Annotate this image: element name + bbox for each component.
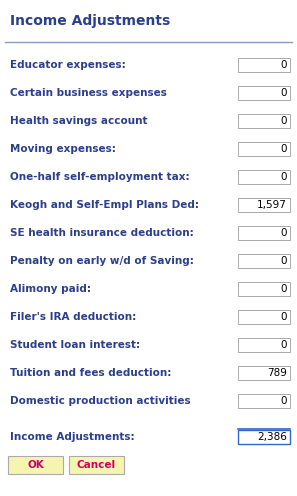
Text: Certain business expenses: Certain business expenses [10, 88, 167, 98]
Text: SE health insurance deduction:: SE health insurance deduction: [10, 228, 194, 238]
Text: 0: 0 [280, 60, 287, 70]
Text: Student loan interest:: Student loan interest: [10, 340, 140, 350]
Text: 1,597: 1,597 [257, 200, 287, 210]
FancyBboxPatch shape [238, 282, 290, 296]
FancyBboxPatch shape [238, 366, 290, 380]
Text: Penalty on early w/d of Saving:: Penalty on early w/d of Saving: [10, 256, 194, 266]
Text: Income Adjustments:: Income Adjustments: [10, 432, 135, 442]
Text: 0: 0 [280, 312, 287, 322]
Text: 0: 0 [280, 256, 287, 266]
FancyBboxPatch shape [69, 456, 124, 474]
Text: 0: 0 [280, 284, 287, 294]
Text: Cancel: Cancel [77, 460, 116, 470]
FancyBboxPatch shape [238, 310, 290, 324]
Text: 789: 789 [267, 368, 287, 378]
Text: 0: 0 [280, 144, 287, 154]
FancyBboxPatch shape [238, 254, 290, 268]
Text: Income Adjustments: Income Adjustments [10, 14, 170, 28]
Text: Keogh and Self-Empl Plans Ded:: Keogh and Self-Empl Plans Ded: [10, 200, 199, 210]
Text: One-half self-employment tax:: One-half self-employment tax: [10, 172, 189, 182]
Text: 0: 0 [280, 116, 287, 126]
Text: Moving expenses:: Moving expenses: [10, 144, 116, 154]
Text: OK: OK [27, 460, 44, 470]
Text: 2,386: 2,386 [257, 432, 287, 442]
FancyBboxPatch shape [238, 86, 290, 100]
Text: Alimony paid:: Alimony paid: [10, 284, 91, 294]
Text: Health savings account: Health savings account [10, 116, 148, 126]
FancyBboxPatch shape [238, 430, 290, 444]
FancyBboxPatch shape [238, 198, 290, 212]
Text: 0: 0 [280, 228, 287, 238]
FancyBboxPatch shape [238, 58, 290, 72]
Text: 0: 0 [280, 340, 287, 350]
Text: Tuition and fees deduction:: Tuition and fees deduction: [10, 368, 171, 378]
FancyBboxPatch shape [238, 394, 290, 408]
Text: 0: 0 [280, 88, 287, 98]
Text: Filer's IRA deduction:: Filer's IRA deduction: [10, 312, 136, 322]
FancyBboxPatch shape [8, 456, 63, 474]
FancyBboxPatch shape [238, 338, 290, 352]
Text: 0: 0 [280, 396, 287, 406]
Text: Domestic production activities: Domestic production activities [10, 396, 191, 406]
Text: Educator expenses:: Educator expenses: [10, 60, 126, 70]
Text: 0: 0 [280, 172, 287, 182]
FancyBboxPatch shape [238, 170, 290, 184]
FancyBboxPatch shape [238, 142, 290, 156]
FancyBboxPatch shape [238, 226, 290, 240]
FancyBboxPatch shape [238, 114, 290, 128]
